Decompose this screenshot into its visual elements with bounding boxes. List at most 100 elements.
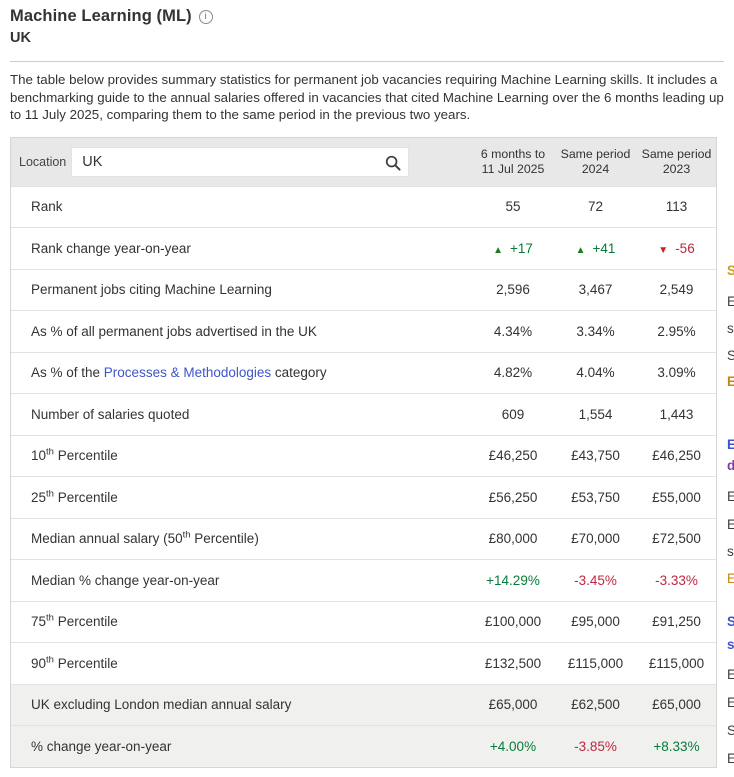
clipped-sidebar-text: S — [727, 614, 734, 629]
row-label: 75th Percentile — [31, 612, 118, 630]
clipped-sidebar-text: E — [727, 571, 734, 586]
row-value: £65,000 — [488, 697, 538, 713]
row-value: £115,000 — [567, 655, 624, 671]
row-value: £72,500 — [652, 531, 701, 547]
row-value: 2,549 — [659, 282, 694, 298]
table-body: Rank 55 72 113 Rank change year-on-year ▲ +17 ▲… — [11, 185, 716, 767]
row-label: 90th Percentile — [31, 654, 118, 671]
location-search-input[interactable] — [72, 147, 409, 176]
row-value: £95,000 — [571, 614, 620, 630]
row-label: Rank — [31, 199, 63, 215]
clipped-sidebar-text: S — [727, 348, 734, 363]
table-row-permanent-jobs: Permanent jobs citing Machine Learning 2,… — [11, 268, 716, 311]
row-value: £80,000 — [488, 531, 538, 547]
table-header-row: Location 6 months to 11 Jul 2025 Same pe… — [11, 137, 716, 186]
table-row-median-change: Median % change year-on-year +14.29% -3.45… — [11, 559, 716, 601]
row-value: 4.04% — [576, 365, 615, 381]
clipped-sidebar-text: E — [727, 374, 734, 389]
row-value: 3,467 — [578, 282, 613, 298]
processes-methodologies-link[interactable]: Processes & Methodologies — [103, 365, 272, 381]
row-value: 3.34% — [576, 323, 615, 339]
row-value: 2.95% — [657, 323, 696, 339]
row-label: 10th Percentile — [31, 446, 118, 464]
row-value: £115,000 — [648, 655, 705, 671]
row-label: Median % change year-on-year — [31, 572, 220, 588]
location-label: Location — [19, 154, 67, 169]
table-row-percentile-75: 75th Percentile £100,000 £95,000 £91,250 — [11, 600, 716, 643]
row-value: 3.09% — [657, 365, 696, 381]
arrow-up-icon: ▲ — [575, 244, 586, 256]
row-value: 4.82% — [493, 365, 533, 381]
row-label: Permanent jobs citing Machine Learning — [31, 282, 272, 298]
row-value: 2,596 — [496, 282, 530, 298]
row-value: ▼ -56 — [658, 240, 695, 256]
row-value: £56,250 — [488, 489, 538, 505]
clipped-sidebar-text: S — [727, 723, 734, 738]
row-value: £46,250 — [488, 448, 538, 464]
row-value: 55 — [505, 199, 521, 215]
location-filter: Location — [11, 146, 472, 177]
row-value: 72 — [587, 199, 604, 215]
arrow-up-icon: ▲ — [493, 244, 503, 256]
clipped-sidebar-text: d — [727, 458, 734, 473]
row-label: 25th Percentile — [31, 488, 118, 505]
clipped-sidebar-text: E — [727, 751, 734, 766]
table-row-pct-change: % change year-on-year +4.00% -3.85% +8.33% — [11, 725, 716, 767]
clipped-sidebar-text: E — [727, 517, 734, 532]
row-value: £62,500 — [571, 697, 620, 713]
intro-paragraph: The table below provides summary statist… — [10, 72, 724, 122]
summary-table: Location 6 months to 11 Jul 2025 Same pe… — [10, 136, 717, 768]
clipped-sidebar-text: s — [727, 544, 734, 559]
clipped-sidebar-text: E — [727, 667, 734, 682]
table-row-median-salary: Median annual salary (50th Percentile) £8… — [11, 517, 716, 560]
clipped-sidebar-text: E — [727, 294, 734, 309]
location-searchbox — [71, 146, 410, 177]
row-value: £55,000 — [652, 489, 701, 505]
row-label: As % of the Processes & Methodologies ca… — [31, 365, 327, 381]
row-value: £53,750 — [571, 489, 620, 505]
row-value: £91,250 — [652, 614, 701, 630]
row-value: £70,000 — [571, 531, 620, 547]
clipped-sidebar-text: E — [727, 695, 734, 710]
row-label: Number of salaries quoted — [31, 406, 190, 422]
table-row-percentile-10: 10th Percentile £46,250 £43,750 £46,250 — [11, 434, 716, 477]
row-value: +4.00% — [489, 738, 537, 754]
row-value: 1,443 — [659, 406, 694, 422]
row-label: % change year-on-year — [31, 738, 172, 754]
search-icon[interactable] — [385, 155, 401, 171]
clipped-sidebar-text: s — [727, 321, 734, 336]
column-header-2023: Same period 2023 — [641, 146, 712, 176]
info-icon[interactable]: i — [198, 10, 213, 24]
arrow-down-icon: ▼ — [658, 244, 669, 256]
row-label: UK excluding London median annual salary — [31, 697, 292, 713]
table-row-uk-ex-london-median: UK excluding London median annual salary… — [11, 683, 716, 725]
row-label: As % of all permanent jobs advertised in… — [31, 323, 317, 339]
row-value: £65,000 — [652, 697, 701, 713]
column-header-2024: Same period 2024 — [560, 146, 631, 176]
table-row-percentile-25: 25th Percentile £56,250 £53,750 £55,000 — [11, 476, 716, 518]
row-label: Rank change year-on-year — [31, 240, 191, 256]
row-value: £132,500 — [484, 655, 542, 671]
row-label: Median annual salary (50th Percentile) — [31, 529, 259, 547]
row-value: 113 — [665, 199, 688, 215]
column-header-6-months: 6 months to 11 Jul 2025 — [480, 146, 546, 176]
table-row-salaries-quoted: Number of salaries quoted 609 1,554 1,443 — [11, 393, 716, 435]
page-title: Machine Learning (ML) i — [10, 7, 724, 26]
clipped-sidebar-text: E — [727, 489, 734, 504]
row-value: ▲ +17 — [493, 240, 533, 256]
divider — [10, 61, 724, 62]
table-row-percentile-90: 90th Percentile £132,500 £115,000 £115,000 — [11, 642, 716, 684]
clipped-sidebar-text: s — [727, 637, 734, 652]
table-row-rank-change: Rank change year-on-year ▲ +17 ▲ +41 ▼ -56 — [11, 227, 716, 269]
table-row-pct-of-category: As % of the Processes & Methodologies ca… — [11, 351, 716, 394]
row-value: ▲ +41 — [575, 240, 616, 256]
row-value: £46,250 — [652, 448, 701, 464]
row-value: -3.33% — [655, 572, 698, 588]
row-value: +8.33% — [653, 738, 700, 754]
row-value: £100,000 — [484, 614, 542, 630]
row-value: 4.34% — [493, 323, 533, 339]
row-value: 1,554 — [578, 406, 613, 422]
table-row-rank: Rank 55 72 113 — [11, 185, 716, 228]
clipped-sidebar-text: S — [727, 263, 734, 278]
